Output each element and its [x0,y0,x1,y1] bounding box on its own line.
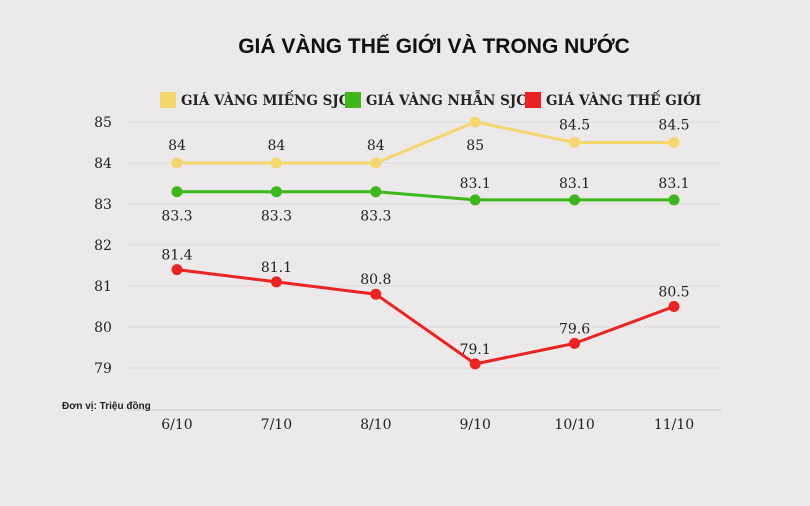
data-point [469,116,481,128]
data-label: 79.6 [559,321,590,337]
x-tick-label: 9/10 [459,417,490,433]
series-group: 84 84 84 85 84.5 84.5 83.3 83.3 83.3 83.1 83.1 83.1… [161,116,690,370]
data-point [270,276,282,288]
data-point [569,137,581,148]
data-label: 81.1 [261,260,292,276]
y-tick-label: 79 [94,361,112,377]
data-label: 83.3 [161,209,192,225]
data-label: 84 [168,138,186,154]
series-3: 81.4 81.1 80.8 79.1 79.6 80.5 [161,248,690,370]
data-label: 83.1 [658,176,689,192]
x-tick-label: 11/10 [654,417,694,433]
series-line [177,120,674,165]
data-point [171,186,183,198]
legend-label: GIÁ VÀNG MIẾNG SJC [181,91,350,109]
x-tick-label: 7/10 [261,417,292,433]
y-tick-label: 85 [94,115,112,131]
data-point [270,186,282,198]
x-tick-label: 8/10 [360,417,391,433]
data-point [370,157,382,169]
data-label: 84.5 [559,118,590,134]
x-tick-label: 6/10 [161,417,192,433]
series-line [177,190,674,202]
series-line [176,268,675,366]
unit-note: Đơn vị: Triệu đồng [62,400,151,412]
legend-item: GIÁ VÀNG MIẾNG SJC [160,91,350,109]
data-point [469,194,481,206]
legend-item: GIÁ VÀNG NHẪN SJC [345,91,527,109]
y-tick-label: 81 [94,279,112,295]
data-point [469,358,481,370]
y-tick-label: 84 [94,156,112,172]
data-label: 81.4 [161,248,192,264]
data-label: 84 [267,138,285,154]
data-point [569,337,581,349]
y-tick-label: 80 [94,320,112,336]
x-tick-label: 10/10 [554,417,594,433]
legend-swatch [525,92,541,108]
data-label: 83.1 [559,176,590,192]
legend-label: GIÁ VÀNG THẾ GIỚI [546,91,701,109]
chart-title: GIÁ VÀNG THẾ GIỚI VÀ TRONG NƯỚC [238,34,630,58]
legend-swatch [160,92,176,108]
data-label: 80.8 [360,272,391,288]
series-2: 83.3 83.3 83.3 83.1 83.1 83.1 [161,176,689,225]
data-label: 80.5 [658,285,689,301]
legend: GIÁ VÀNG MIẾNG SJC GIÁ VÀNG NHẪN SJC GIÁ V… [160,91,701,109]
data-point [668,137,680,148]
data-point [171,157,183,169]
data-point [171,264,183,276]
data-label: 84 [367,138,385,154]
y-tick-label: 82 [94,238,112,254]
axes: 79 80 81 82 83 84 85 6/10 7/10 8/10 9/10 10/10 11/10 [94,115,722,433]
legend-item: GIÁ VÀNG THẾ GIỚI [525,91,701,109]
data-point [668,301,680,312]
y-tick-label: 83 [94,197,112,213]
data-label: 83.1 [460,176,491,192]
data-label: 83.3 [360,209,391,225]
data-label: 85 [466,138,484,154]
data-label: 84.5 [658,118,689,134]
series-1: 84 84 84 85 84.5 84.5 [168,116,690,169]
grid [128,121,722,369]
data-point [370,186,382,198]
data-point [569,194,581,206]
data-point [668,194,680,206]
data-label: 83.3 [261,209,292,225]
data-point [370,288,382,300]
legend-label: GIÁ VÀNG NHẪN SJC [366,91,527,109]
data-point [270,157,282,169]
legend-swatch [345,92,361,108]
data-label: 79.1 [460,342,491,358]
